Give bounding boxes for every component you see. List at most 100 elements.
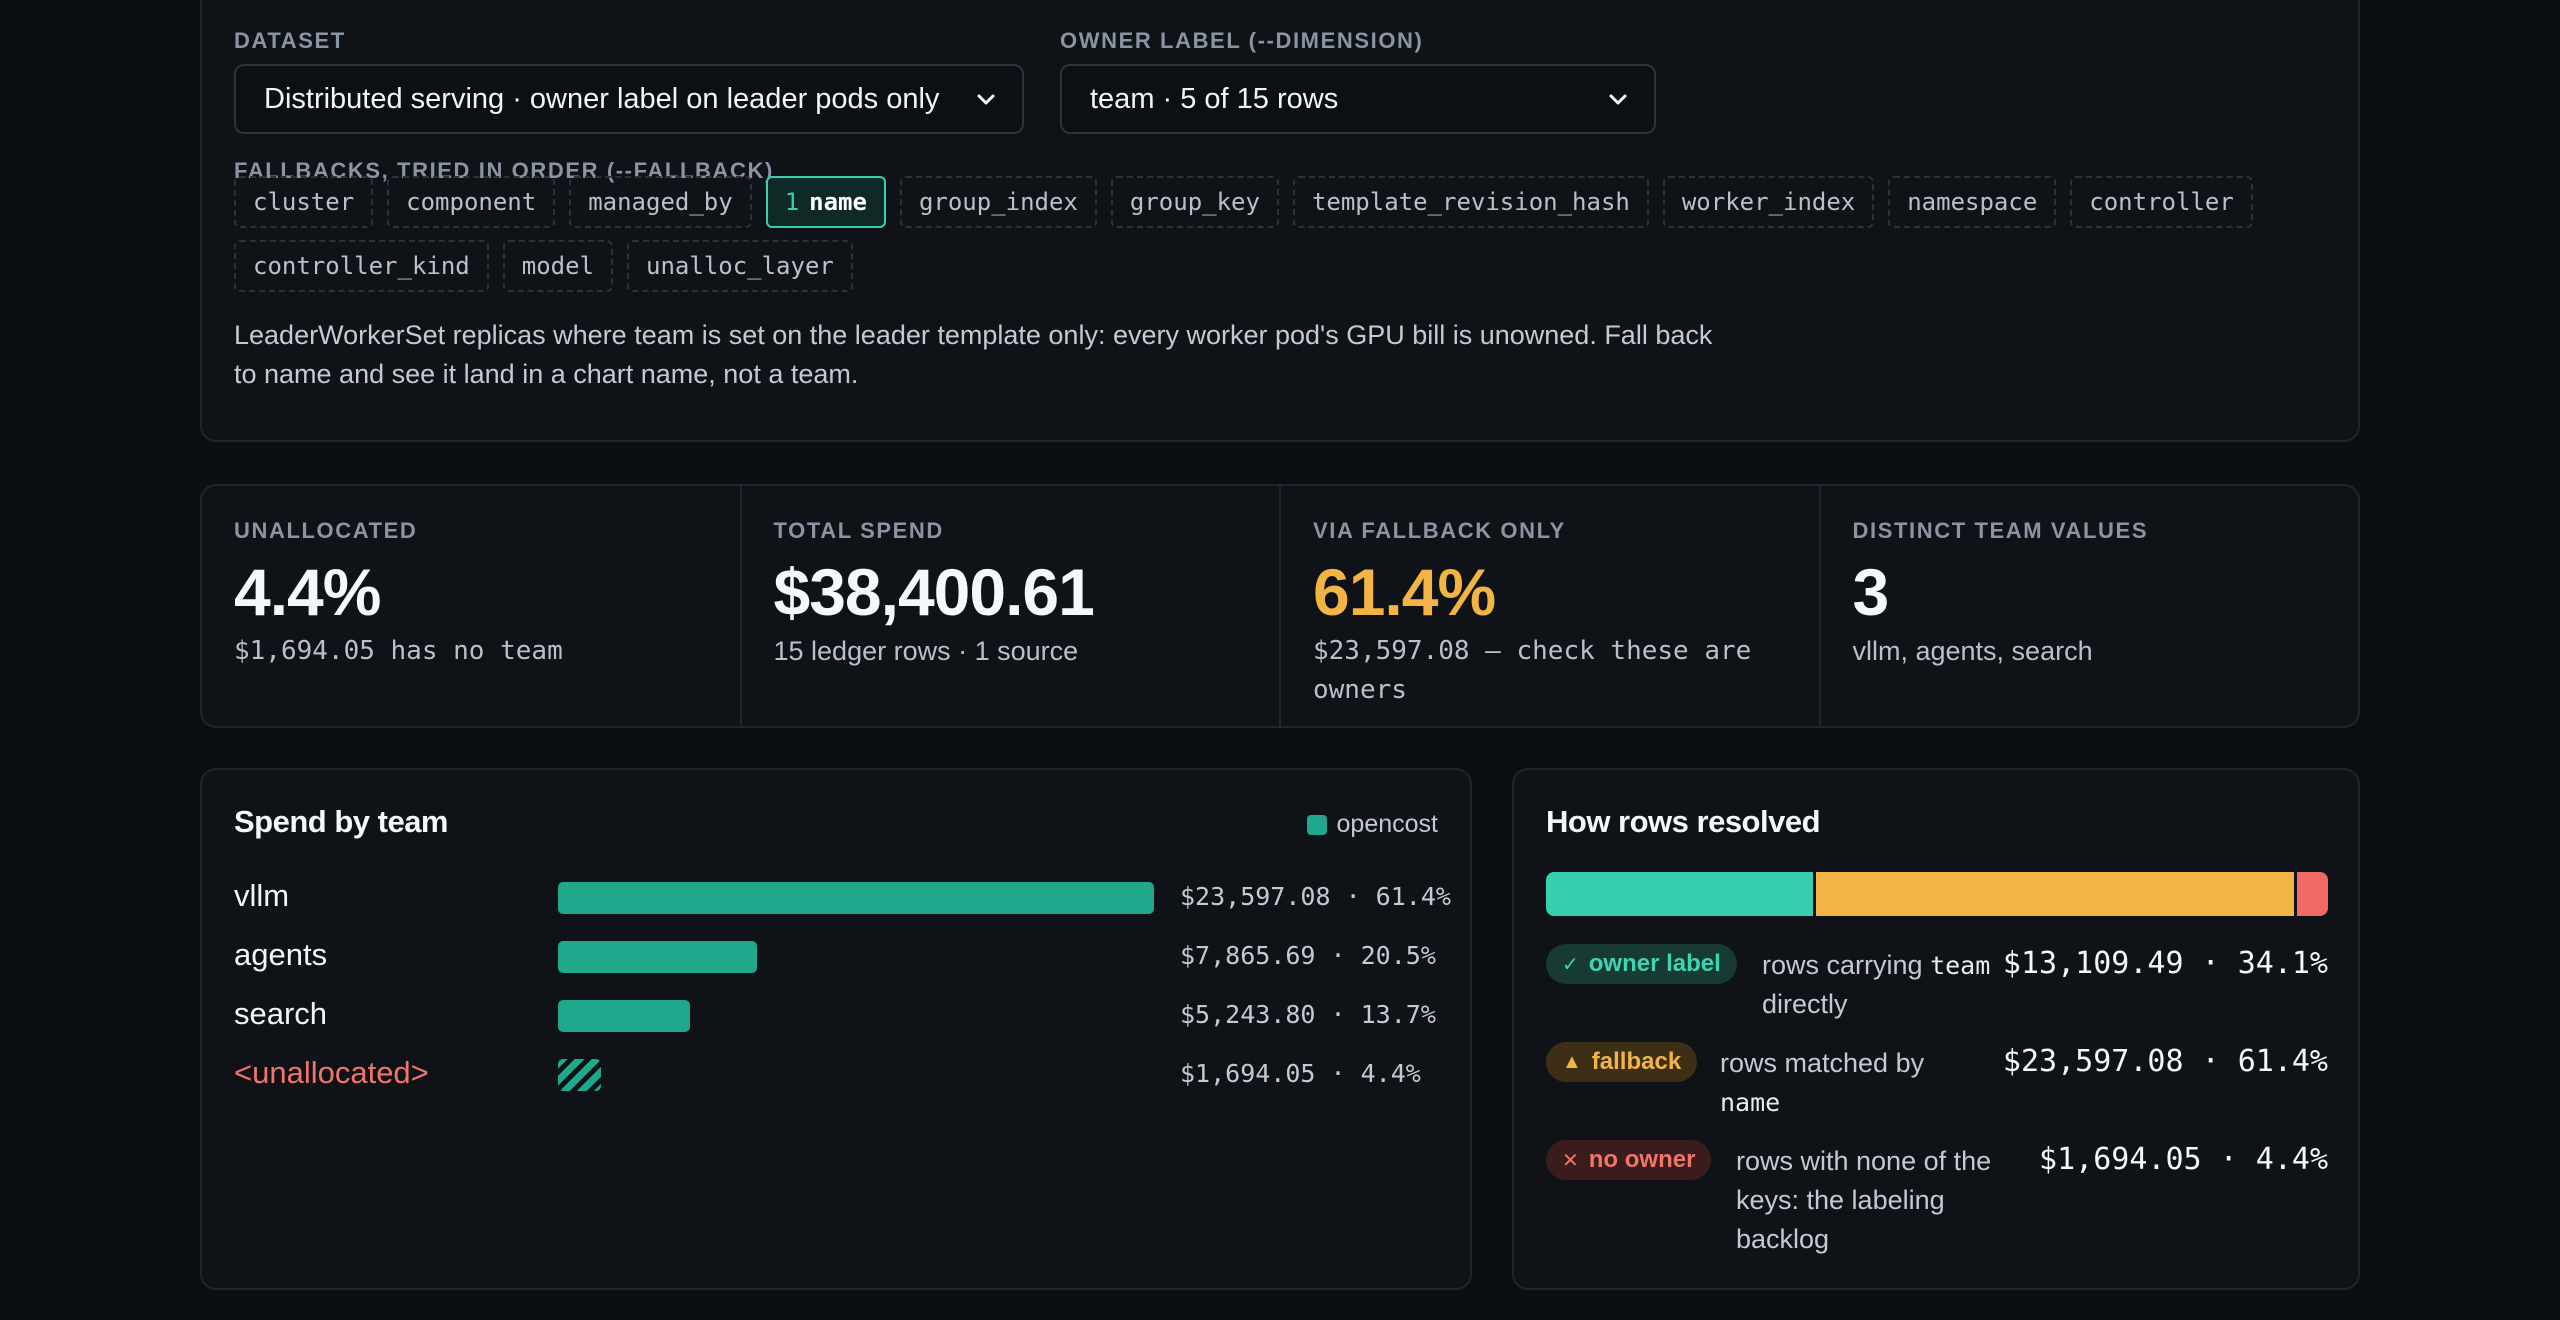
bar-value-label: $5,243.80 · 13.7% [1180, 1000, 1436, 1029]
stat-unallocated: UNALLOCATED 4.4% $1,694.05 has no team [202, 486, 742, 726]
bar-row: <unallocated> $1,694.05 · 4.4% [234, 1051, 1444, 1095]
resolution-description: rows matched by name [1720, 1044, 1960, 1122]
bar-row: vllm $23,597.08 · 61.4% [234, 874, 1451, 918]
label-key-code: name [1720, 1088, 1781, 1117]
label-key-code: team [1930, 951, 1991, 980]
stat-value: $38,400.61 [773, 555, 1095, 629]
fallbacks-label: FALLBACKS, TRIED IN ORDER (--FALLBACK) [234, 158, 774, 183]
badge-label: no owner [1588, 1146, 1696, 1173]
stat-sub: $23,597.08 — check these are owners [1313, 636, 1752, 705]
stat-label: DISTINCT TEAM VALUES [1852, 518, 2149, 543]
stat-label: UNALLOCATED [234, 518, 418, 543]
fallback-chip-label: namespace [1907, 188, 2038, 216]
description-text: rows matched by [1720, 1048, 1925, 1078]
fallback-chip-label: group_index [918, 188, 1078, 216]
bar-track [558, 1059, 1154, 1091]
stat-sub: vllm, agents, search [1852, 636, 2093, 666]
badge-label: owner label [1588, 950, 1721, 977]
bar-track [558, 1000, 1154, 1032]
stats-panel: UNALLOCATED 4.4% $1,694.05 has no team T… [200, 484, 2360, 728]
bar-category-label: vllm [234, 878, 290, 913]
fallback-chip-component[interactable]: component [387, 176, 556, 228]
stat-via-fallback: VIA FALLBACK ONLY 61.4% $23,597.08 — che… [1281, 486, 1821, 726]
panel-title: How rows resolved [1546, 804, 1821, 839]
stack-segment-fallback [1812, 872, 2294, 916]
resolution-stacked-bar [1546, 872, 2328, 916]
stat-value: 3 [1852, 555, 1890, 629]
owner-label-label: OWNER LABEL (--DIMENSION) [1060, 28, 1424, 53]
stat-sub: $1,694.05 has no team [234, 636, 563, 666]
fallback-chip-model[interactable]: model [502, 240, 613, 292]
stat-label: TOTAL SPEND [773, 518, 944, 543]
owner-label-select[interactable]: team · 5 of 15 rows [1060, 64, 1656, 134]
stat-distinct-teams: DISTINCT TEAM VALUES 3 vllm, agents, sea… [1821, 486, 2359, 726]
bar-category-label: search [234, 996, 328, 1031]
fallback-chip-label: controller [2089, 188, 2234, 216]
description-text: rows with none of the keys: the labeling… [1736, 1146, 1992, 1254]
dataset-label: DATASET [234, 28, 346, 53]
fallback-chip-controller-kind[interactable]: controller_kind [234, 240, 489, 292]
stack-segment-owner-label [1546, 872, 1813, 916]
resolution-description: rows carrying team directly [1762, 946, 2002, 1024]
bar-value-label: $7,865.69 · 20.5% [1180, 941, 1436, 970]
x-icon: ✕ [1562, 1149, 1579, 1172]
bar-value-label: $1,694.05 · 4.4% [1180, 1059, 1421, 1088]
description-text: directly [1762, 989, 1848, 1019]
resolution-amount: $1,694.05 · 4.4% [2039, 1142, 2328, 1177]
dataset-value: Distributed serving · owner label on lea… [264, 82, 940, 115]
chevron-down-icon [977, 94, 995, 105]
stat-value: 61.4% [1313, 555, 1496, 629]
warning-triangle-icon: ▲ [1562, 1050, 1582, 1073]
check-icon: ✓ [1562, 953, 1579, 976]
fallback-chip-label: name [809, 188, 867, 216]
bar-unallocated[interactable] [558, 1059, 601, 1091]
fallback-chip-label: group_key [1129, 188, 1260, 216]
dataset-select[interactable]: Distributed serving · owner label on lea… [234, 64, 1024, 134]
fallback-chip-label: component [406, 188, 537, 216]
fallback-chip-label: worker_index [1681, 188, 1856, 216]
stat-value: 4.4% [234, 555, 381, 629]
bar-vllm[interactable] [558, 882, 1154, 914]
fallback-chip-unalloc-layer[interactable]: unalloc_layer [627, 240, 853, 292]
bar-search[interactable] [558, 1000, 690, 1032]
stat-label: VIA FALLBACK ONLY [1313, 518, 1566, 543]
resolution-amount: $13,109.49 · 34.1% [2002, 946, 2328, 981]
panel-title: Spend by team [234, 804, 449, 839]
bar-agents[interactable] [558, 941, 757, 973]
fallback-chip-label: cluster [253, 188, 355, 216]
resolution-badge: ✓ owner label [1546, 944, 1737, 984]
bar-track [558, 882, 1154, 914]
legend-label: opencost [1336, 810, 1438, 838]
fallback-chip-namespace[interactable]: namespace [1888, 176, 2057, 228]
fallback-chip-template-revision-hash[interactable]: template_revision_hash [1292, 176, 1649, 228]
owner-label-value: team · 5 of 15 rows [1090, 82, 1339, 115]
how-rows-resolved-panel: How rows resolved ✓ owner label rows carry… [1512, 768, 2360, 1290]
fallback-chip-label: model [521, 252, 594, 280]
stack-segment-no-owner [2293, 872, 2328, 916]
resolution-description: rows with none of the keys: the labeling… [1736, 1142, 2016, 1259]
fallback-order-number: 1 [784, 188, 800, 216]
fallback-chip-label: template_revision_hash [1311, 188, 1630, 216]
dataset-description: LeaderWorkerSet replicas where team is s… [234, 320, 1713, 389]
fallback-chip-label: controller_kind [253, 252, 470, 280]
bar-category-label: <unallocated> [234, 1055, 429, 1090]
fallback-chip-managed-by[interactable]: managed_by [569, 176, 752, 228]
bar-value-label: $23,597.08 · 61.4% [1180, 882, 1451, 911]
fallback-chip-controller[interactable]: controller [2070, 176, 2253, 228]
badge-label: fallback [1591, 1048, 1682, 1075]
fallback-chip-label: unalloc_layer [646, 252, 834, 280]
fallback-chip-cluster[interactable]: cluster [234, 176, 374, 228]
fallback-chip-label: managed_by [588, 188, 733, 216]
fallback-chip-name[interactable]: 1 name [765, 176, 886, 228]
chevron-down-icon [1609, 94, 1627, 105]
bar-row: search $5,243.80 · 13.7% [234, 992, 1444, 1036]
resolution-amount: $23,597.08 · 61.4% [2002, 1044, 2328, 1079]
bar-row: agents $7,865.69 · 20.5% [234, 933, 1444, 977]
bar-category-label: agents [234, 937, 328, 972]
bar-track [558, 941, 1154, 973]
fallback-chip-group-index[interactable]: group_index [899, 176, 1097, 228]
spend-by-team-panel: Spend by team opencost vllm $23,597.08 · … [200, 768, 1472, 1290]
description-text: rows carrying [1762, 950, 1923, 980]
fallback-chip-worker-index[interactable]: worker_index [1662, 176, 1875, 228]
fallback-chip-group-key[interactable]: group_key [1110, 176, 1279, 228]
